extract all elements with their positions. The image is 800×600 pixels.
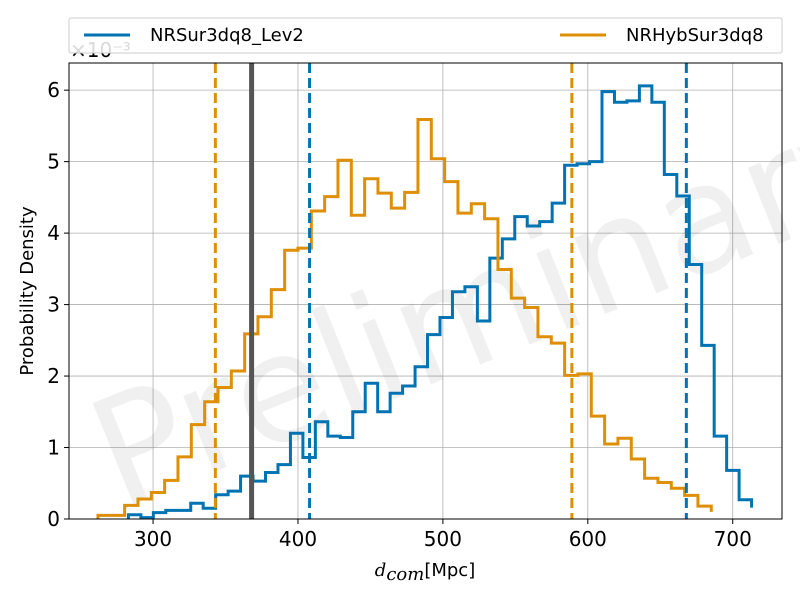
vertical-lines xyxy=(213,63,688,519)
y-axis-label: Probability Density xyxy=(17,206,38,376)
x-tick-label-1: 400 xyxy=(279,527,317,551)
y-tick-label-5: 5 xyxy=(47,150,60,174)
y-tick-label-4: 4 xyxy=(47,221,60,245)
y-tick-label-2: 2 xyxy=(47,364,60,388)
plot-frame xyxy=(68,62,783,520)
series-layer xyxy=(96,84,754,520)
x-tick-label-3: 600 xyxy=(569,527,607,551)
series-1-histogram xyxy=(96,117,713,519)
x-tick-label-0: 300 xyxy=(134,527,172,551)
y-tick-label-0: 0 xyxy=(47,507,60,531)
y-tick-label-6: 6 xyxy=(47,78,60,102)
legend-box xyxy=(68,17,783,54)
x-axis-label: dcom[Mpc] xyxy=(375,560,475,585)
legend: NRSur3dq8_Lev2 NRHybSur3dq8 xyxy=(68,17,783,54)
y-axis: 0 1 2 3 4 5 6 xyxy=(47,78,69,531)
x-axis-label-symbol: d xyxy=(375,560,387,581)
x-tick-label-2: 500 xyxy=(424,527,462,551)
y-tick-label-3: 3 xyxy=(47,293,60,317)
x-axis-label-subscript: com xyxy=(386,564,424,585)
legend-label-1: NRHybSur3dq8 xyxy=(626,25,764,46)
series-0-histogram xyxy=(126,84,754,520)
x-tick-label-4: 700 xyxy=(714,527,752,551)
legend-label-0: NRSur3dq8_Lev2 xyxy=(150,25,304,46)
x-axis: 300 400 500 600 700 xyxy=(134,519,752,551)
x-axis-label-unit: [Mpc] xyxy=(424,560,475,581)
y-tick-label-1: 1 xyxy=(47,436,60,460)
